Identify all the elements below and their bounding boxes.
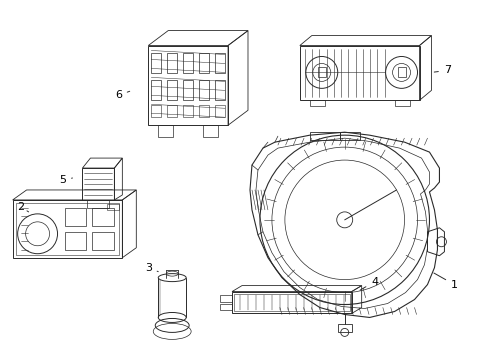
Bar bbox=[183, 105, 193, 117]
Bar bbox=[87, 200, 109, 208]
Bar bbox=[300, 45, 419, 100]
Bar bbox=[199, 54, 209, 73]
Bar bbox=[167, 54, 177, 73]
Bar bbox=[183, 80, 193, 100]
Bar bbox=[65, 232, 86, 250]
Text: 1: 1 bbox=[434, 273, 458, 289]
Bar bbox=[158, 125, 173, 137]
Text: 3: 3 bbox=[145, 263, 158, 273]
Bar bbox=[397, 67, 406, 77]
Bar bbox=[151, 105, 161, 117]
Bar bbox=[338, 324, 352, 332]
Bar bbox=[199, 105, 209, 117]
Bar bbox=[93, 232, 114, 250]
Bar bbox=[215, 54, 225, 73]
Bar bbox=[65, 208, 86, 226]
Bar bbox=[151, 54, 161, 73]
Text: 7: 7 bbox=[434, 66, 451, 76]
Text: 6: 6 bbox=[115, 90, 130, 100]
Bar bbox=[93, 208, 114, 226]
Bar bbox=[310, 132, 340, 140]
Bar bbox=[318, 67, 326, 77]
Bar bbox=[215, 105, 225, 117]
Bar bbox=[394, 100, 410, 106]
Bar bbox=[13, 200, 122, 258]
Bar bbox=[310, 100, 325, 106]
Bar bbox=[340, 132, 360, 140]
Bar bbox=[167, 105, 177, 117]
Bar bbox=[220, 303, 232, 310]
Bar bbox=[107, 204, 120, 210]
Text: 5: 5 bbox=[59, 175, 73, 185]
Bar bbox=[151, 80, 161, 100]
Bar bbox=[220, 294, 232, 302]
Bar bbox=[16, 203, 120, 255]
Text: 4: 4 bbox=[360, 276, 378, 290]
Bar bbox=[232, 292, 352, 314]
Bar bbox=[167, 80, 177, 100]
Bar bbox=[199, 80, 209, 100]
Bar bbox=[215, 80, 225, 100]
Bar bbox=[203, 125, 218, 137]
Bar bbox=[183, 54, 193, 73]
Bar bbox=[148, 45, 228, 125]
Text: 2: 2 bbox=[17, 202, 28, 212]
Bar bbox=[234, 293, 350, 311]
